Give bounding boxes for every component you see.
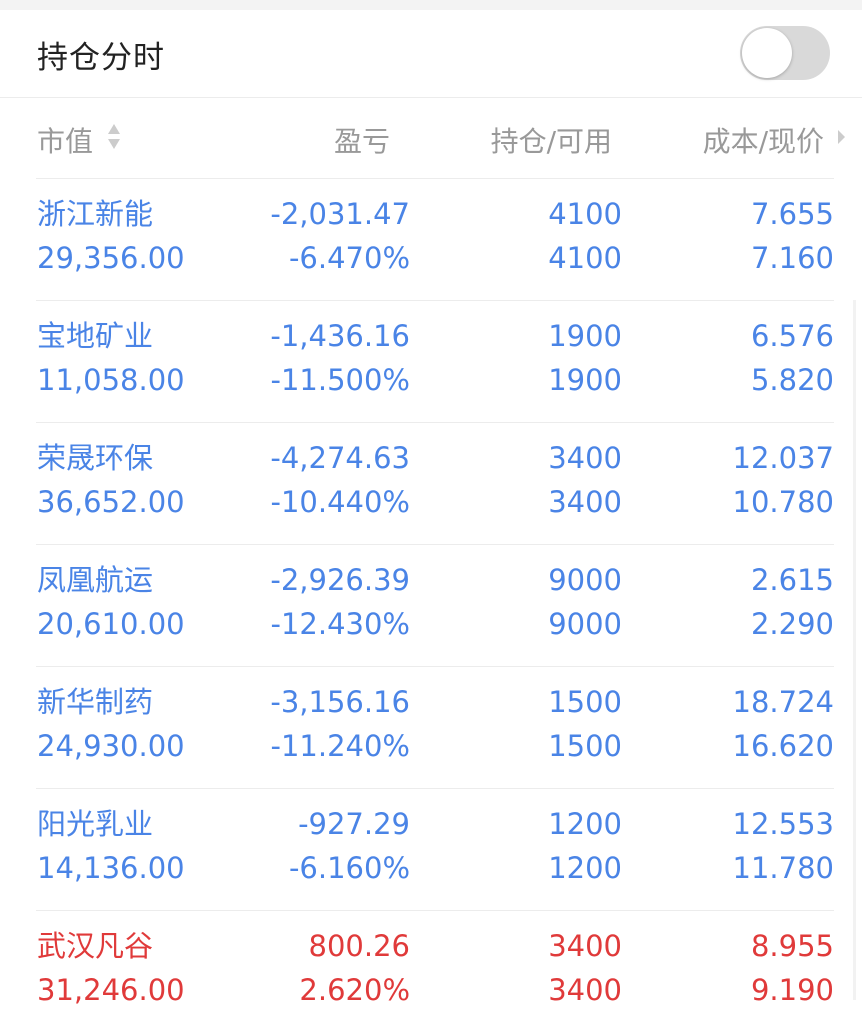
cost-price: 7.655 bbox=[750, 197, 834, 231]
holding-row[interactable]: 凤凰航运 20,610.00 -2,926.39 -12.430% 9000 9000 2.… bbox=[36, 544, 834, 666]
pnl: -2,926.39 bbox=[270, 563, 410, 597]
column-position: 持仓/可用 bbox=[490, 125, 612, 158]
holding-row[interactable]: 新华制药 24,930.00 -3,156.16 -11.240% 1500 1500 18… bbox=[36, 666, 834, 788]
top-strip bbox=[0, 0, 862, 10]
column-price: 成本/现价 bbox=[702, 125, 824, 158]
holding-row[interactable]: 阳光乳业 14,136.00 -927.29 -6.160% 1200 1200 12.55… bbox=[36, 788, 834, 910]
pnl-percent: -10.440% bbox=[270, 485, 411, 519]
name: 凤凰航运 bbox=[37, 563, 154, 597]
column-header: 市值 盈亏 持仓/可用 成本/现价 bbox=[0, 98, 862, 178]
holding-row[interactable]: 荣晟环保 36,652.00 -4,274.63 -10.440% 3400 3400 12… bbox=[36, 422, 834, 544]
holding-row[interactable]: 浙江新能 29,356.00 -2,031.47 -6.470% 4100 4100 7.6… bbox=[36, 178, 834, 300]
pnl-percent: 2.620% bbox=[299, 973, 410, 1007]
position: 3400 bbox=[548, 929, 622, 963]
cost-price: 2.615 bbox=[750, 563, 834, 597]
holdings-list: 浙江新能 29,356.00 -2,031.47 -6.470% 4100 4100 7.6… bbox=[0, 178, 862, 1032]
current-price: 5.820 bbox=[750, 363, 834, 397]
market-value: 29,356.00 bbox=[37, 241, 185, 275]
timeshare-toggle[interactable] bbox=[740, 26, 830, 80]
position: 1900 bbox=[548, 319, 622, 353]
name: 浙江新能 bbox=[37, 197, 154, 231]
cost-price: 18.724 bbox=[732, 685, 834, 719]
pnl-percent: -6.160% bbox=[288, 851, 410, 885]
cost-price: 8.955 bbox=[750, 929, 834, 963]
column-market-value[interactable]: 市值 bbox=[37, 125, 94, 158]
toggle-knob bbox=[742, 28, 792, 78]
market-value: 31,246.00 bbox=[37, 973, 185, 1007]
sort-icon[interactable] bbox=[107, 124, 121, 154]
cost-price: 12.037 bbox=[732, 441, 834, 475]
holding-row[interactable]: 武汉凡谷 31,246.00 800.26 2.620% 3400 3400 8.955 9.… bbox=[36, 910, 834, 1032]
cost-price: 12.553 bbox=[732, 807, 834, 841]
available: 1900 bbox=[548, 363, 622, 397]
holding-row[interactable]: 宝地矿业 11,058.00 -1,436.16 -11.500% 1900 1900 6.… bbox=[36, 300, 834, 422]
pnl: -3,156.16 bbox=[270, 685, 410, 719]
market-value: 20,610.00 bbox=[37, 607, 185, 641]
position: 1200 bbox=[548, 807, 622, 841]
market-value: 36,652.00 bbox=[37, 485, 185, 519]
position: 3400 bbox=[548, 441, 622, 475]
market-value: 14,136.00 bbox=[37, 851, 185, 885]
current-price: 11.780 bbox=[732, 851, 834, 885]
current-price: 10.780 bbox=[732, 485, 834, 519]
position: 9000 bbox=[548, 563, 622, 597]
page-title: 持仓分时 bbox=[37, 40, 165, 76]
current-price: 7.160 bbox=[750, 241, 834, 275]
available: 3400 bbox=[548, 485, 622, 519]
pnl: -1,436.16 bbox=[270, 319, 410, 353]
position: 1500 bbox=[548, 685, 622, 719]
current-price: 16.620 bbox=[732, 729, 834, 763]
pnl-percent: -6.470% bbox=[288, 241, 410, 275]
available: 9000 bbox=[548, 607, 622, 641]
market-value: 11,058.00 bbox=[37, 363, 185, 397]
pnl: 800.26 bbox=[308, 929, 410, 963]
name: 荣晟环保 bbox=[37, 441, 154, 475]
name: 武汉凡谷 bbox=[37, 929, 154, 963]
available: 1200 bbox=[548, 851, 622, 885]
cost-price: 6.576 bbox=[750, 319, 834, 353]
chevron-right-icon[interactable] bbox=[838, 130, 845, 144]
market-value: 24,930.00 bbox=[37, 729, 185, 763]
name: 阳光乳业 bbox=[37, 807, 154, 841]
pnl-percent: -11.500% bbox=[270, 363, 411, 397]
column-pnl: 盈亏 bbox=[333, 125, 390, 158]
header: 持仓分时 bbox=[0, 10, 862, 98]
pnl-percent: -11.240% bbox=[270, 729, 411, 763]
current-price: 2.290 bbox=[750, 607, 834, 641]
name: 新华制药 bbox=[37, 685, 154, 719]
name: 宝地矿业 bbox=[37, 319, 154, 353]
available: 3400 bbox=[548, 973, 622, 1007]
available: 1500 bbox=[548, 729, 622, 763]
pnl-percent: -12.430% bbox=[270, 607, 411, 641]
position: 4100 bbox=[548, 197, 622, 231]
available: 4100 bbox=[548, 241, 622, 275]
pnl: -927.29 bbox=[298, 807, 410, 841]
pnl: -4,274.63 bbox=[270, 441, 410, 475]
pnl: -2,031.47 bbox=[270, 197, 410, 231]
current-price: 9.190 bbox=[750, 973, 834, 1007]
scrollbar[interactable] bbox=[853, 300, 856, 1000]
